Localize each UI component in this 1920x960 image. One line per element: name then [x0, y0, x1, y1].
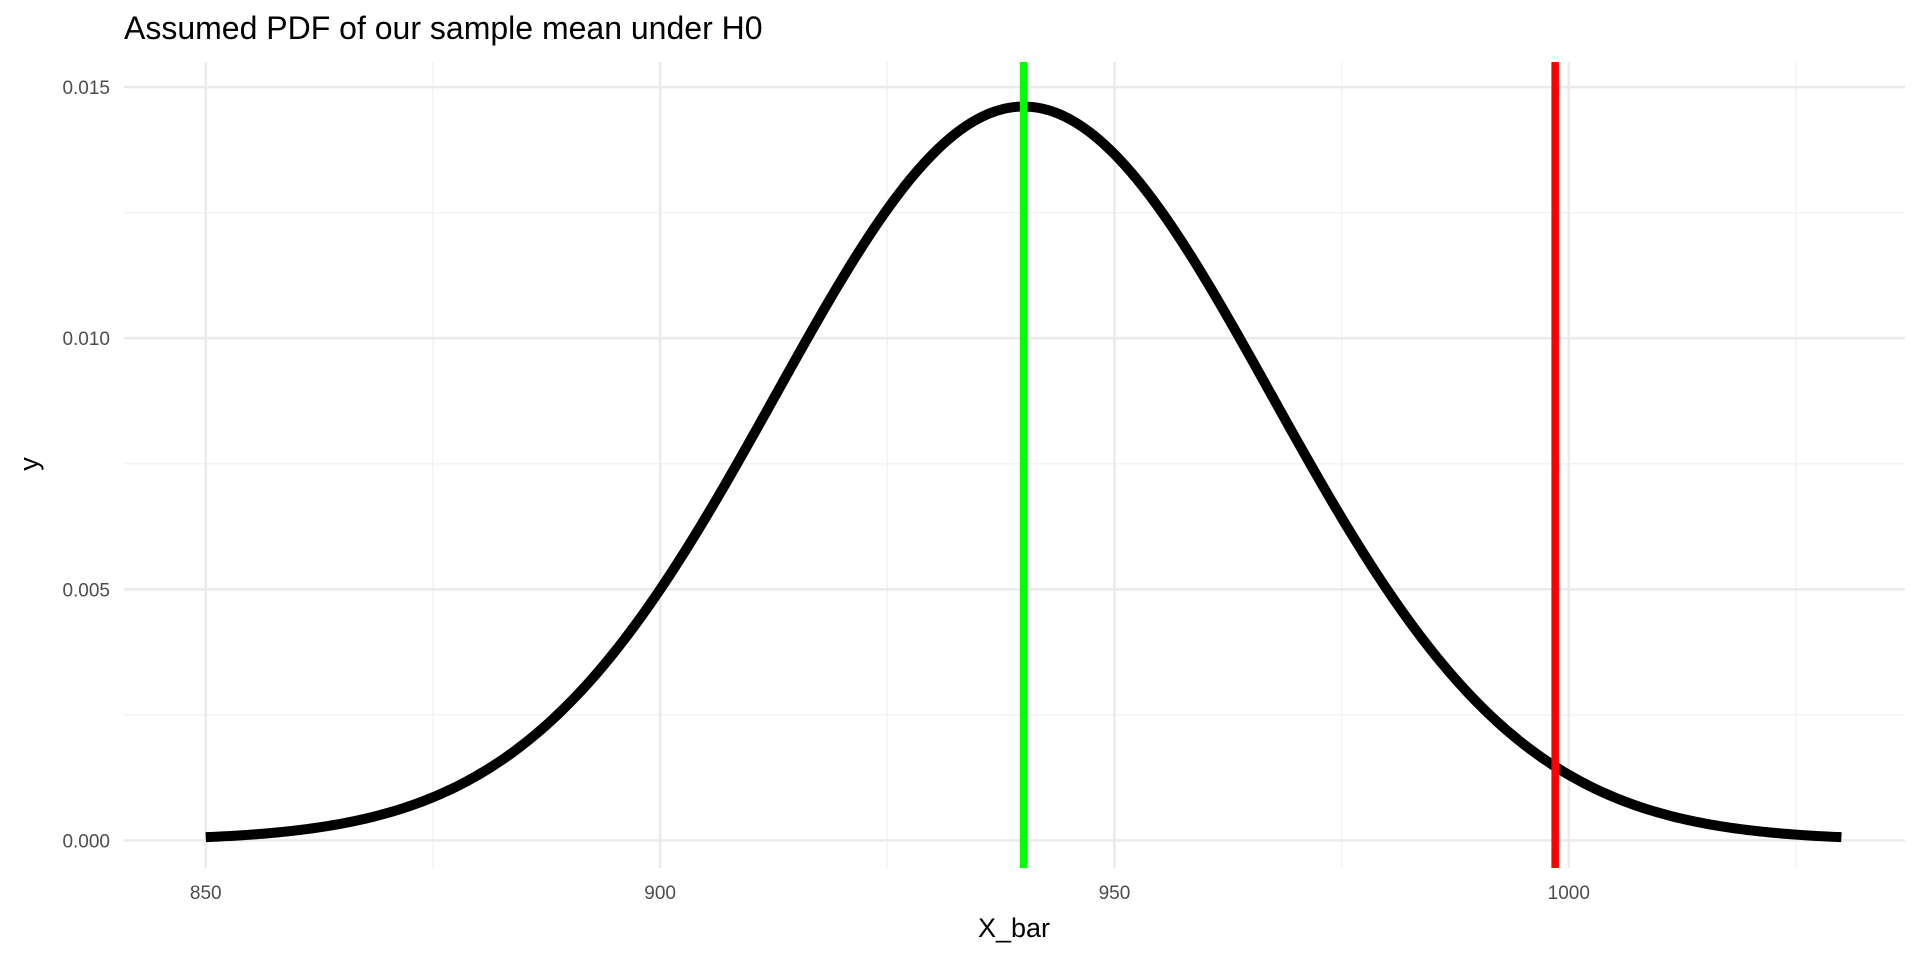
x-tick-label: 1000 [1548, 883, 1590, 904]
y-tick-labels: 0.000 0.005 0.010 0.015 [62, 78, 110, 852]
y-tick-label: 0.010 [62, 329, 110, 350]
series-layer [204, 62, 1843, 868]
x-axis-label: X_bar [978, 913, 1050, 943]
y-axis-label: y [14, 457, 44, 471]
grid-lines [124, 62, 1905, 868]
x-tick-labels: 850 900 950 1000 [190, 883, 1590, 904]
x-tick-label: 850 [190, 883, 222, 904]
x-tick-label: 900 [644, 883, 676, 904]
y-tick-label: 0.005 [62, 580, 110, 601]
y-tick-label: 0.000 [62, 831, 110, 852]
chart-title: Assumed PDF of our sample mean under H0 [124, 10, 763, 46]
y-tick-label: 0.015 [62, 78, 110, 99]
x-tick-label: 950 [1099, 883, 1131, 904]
